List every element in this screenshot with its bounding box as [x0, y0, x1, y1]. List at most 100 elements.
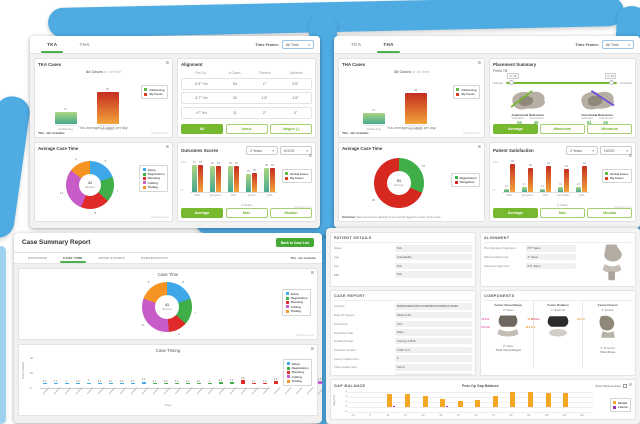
slider-handle-right[interactable]: [609, 80, 615, 85]
cases-subtitle: 84 Cases in all time: [85, 69, 122, 74]
chart-menu-icon[interactable]: ≡: [310, 270, 314, 276]
timing-bar: 0.1: [183, 380, 193, 395]
chart-menu-icon[interactable]: ≡: [628, 382, 632, 388]
form-field: Software Version CORI v1.0: [334, 346, 472, 354]
button-all[interactable]: All: [181, 124, 223, 134]
page-title: Case Summary Report: [22, 239, 91, 246]
case-report-section: CASE REPORT Case ID 8D90A54E6C2B17F3A9D8E…: [330, 290, 476, 376]
gap-balance-section: GAP BALANCE Post-Op Gap Balance Show Pla…: [330, 379, 636, 420]
placement-summary-card: Placement Summary Pelvic Tilt Anterior +…: [489, 58, 636, 138]
legend-item: Registration: [286, 366, 309, 370]
chart-menu-icon[interactable]: ≡: [477, 60, 481, 66]
button-maximum[interactable]: Maximum: [540, 124, 585, 134]
show-planned-gaps-checkbox[interactable]: [622, 383, 627, 388]
alignment-table: Pre-Op # Cases Planned Achieved 0-3° V/v 53 1°…: [181, 71, 312, 119]
form-field: Tibia Implant Size Size 6: [334, 364, 472, 371]
tab-case-time[interactable]: CASE TIME: [55, 253, 91, 263]
cases-subtitle: 38 Cases in all time: [393, 69, 430, 74]
tab-tha[interactable]: THA: [79, 42, 90, 47]
button-median[interactable]: Median: [587, 208, 633, 218]
swoosh-bottomleft: [0, 246, 6, 424]
case-time-card: Case Time ≡ 41 Minutes 8 7 5 13 8 Setup Registr…: [18, 268, 318, 340]
time-frame-select[interactable]: All Time ▾: [602, 40, 634, 49]
tab-overview[interactable]: OVERVIEW: [28, 256, 48, 260]
years-select[interactable]: 2 Years ▾: [566, 146, 598, 155]
chevron-down-icon: ▾: [592, 148, 594, 153]
satisfaction-legend: Global Cases My Cases: [601, 169, 632, 183]
slider-handle-left[interactable]: [509, 80, 515, 85]
tha-cases-card: THA Cases ≡ 38 Cases in all time 13 Globa…: [338, 58, 485, 138]
form-field: Sex N/A: [334, 262, 472, 270]
tka-header: TKA THA Time Frame: All Time ▾: [30, 36, 320, 54]
form-field: Pre-Operative Alignment 8.5° Varus: [484, 245, 576, 252]
timing-bar: 2.4: [227, 379, 237, 395]
years-select[interactable]: 2 Years ▾: [246, 146, 278, 155]
chart-menu-icon[interactable]: ≡: [165, 144, 169, 150]
gap-balance-chart: 6 4 2 0 -2 -10° 0° 10° 20° 30° 40° 50° 60° 70° 80° 90° 1…: [345, 390, 593, 417]
component-column: Femur Flexion 3° Flexion 3° Posterior Tibia…: [582, 301, 632, 369]
tab-tha[interactable]: THA: [372, 36, 404, 53]
button-varus[interactable]: Varus: [225, 124, 268, 134]
legend-item: Registration: [454, 176, 477, 180]
functional-reference: Functional Reference Inclination Antevers…: [563, 88, 633, 125]
chart-menu-icon[interactable]: ≡: [477, 144, 481, 150]
button-max[interactable]: Max: [540, 208, 585, 218]
slider-track[interactable]: +/- 10 +/- 10: [506, 73, 618, 85]
score-type-select[interactable]: HOOS ▾: [600, 146, 632, 155]
tab-tka[interactable]: TKA: [351, 42, 362, 47]
components-section: COMPONENTS Femur Varus/Valgus 0° Varus 10 …: [480, 290, 636, 376]
tka-tha-tabs: TKA THA: [340, 36, 405, 53]
case-time-donut: 41 Minutes 8 7 5 13 8: [141, 280, 196, 336]
timing-bar: 3.2: [139, 378, 149, 395]
legend-item: Lateral: [613, 405, 628, 409]
timing-bar: 0.1: [194, 380, 204, 395]
anatomical-reference: Anatomical Reference Inclination Antevers…: [493, 88, 563, 125]
satisfaction-buttons: Average Max Median: [493, 208, 633, 218]
back-to-case-list-button[interactable]: Back to Case List: [275, 238, 314, 247]
timing-bar: 0.5: [161, 380, 171, 395]
watermark: Highcharts.com: [150, 132, 169, 135]
button-minimum[interactable]: Minimum: [587, 124, 633, 134]
score-type-select[interactable]: KOOS ▾: [280, 146, 312, 155]
timing-bar: 1: [205, 380, 215, 395]
chart-menu-icon[interactable]: ≡: [310, 346, 314, 352]
timing-bar: 0.1: [172, 380, 182, 395]
chart-menu-icon[interactable]: ≡: [308, 153, 312, 159]
timing-bar: 0.5: [128, 380, 138, 395]
form-field: Date Of Surgery 2021-11-16: [334, 311, 472, 319]
legend-item: Planning: [286, 370, 309, 374]
table-row: 3-7° V/v 20 1.5° 3.5°: [181, 92, 312, 104]
tab-screenshots[interactable]: SCREENSHOTS: [141, 256, 168, 260]
watermark: Highcharts.com: [150, 216, 169, 219]
form-field: Implant Design Journey II BCS: [334, 337, 472, 345]
timing-bar: 1: [62, 380, 72, 395]
timing-bar: 4.8: [238, 377, 248, 395]
component-column: Femur Rotation 1° External 3.5 mm 10 mm: [531, 301, 585, 369]
cases-legend: Global Avg My Cases: [140, 85, 168, 99]
tab-tka[interactable]: TKA: [36, 36, 68, 53]
legend-item: Global Avg: [456, 88, 477, 92]
button-average[interactable]: Average: [181, 208, 223, 218]
case-report-panel: PATIENT DETAILS Name N/A Age Unavailable Sex…: [326, 228, 640, 424]
button-median[interactable]: Median: [270, 208, 312, 218]
time-frame-select[interactable]: All Time ▾: [282, 40, 314, 49]
pelvic-tilt-slider: Anterior +/- 10 +/- 10 Posterior: [493, 73, 632, 85]
tha-case-time-donut: 51 Minutes 16 35: [369, 153, 429, 213]
report-tabs: OVERVIEW CASE TIME PROM SCORES SCREENSHOTS …: [14, 253, 322, 264]
legend-item: Registration: [142, 172, 165, 176]
button-average[interactable]: Average: [493, 124, 538, 134]
legend-item: Global Cases: [605, 172, 629, 176]
chevron-down-icon: ▾: [272, 148, 274, 153]
chevron-down-icon: ▾: [628, 42, 630, 47]
chart-menu-icon[interactable]: ≡: [628, 153, 632, 159]
chart-menu-icon[interactable]: ≡: [165, 60, 169, 66]
tka-dashboard-panel: TKA THA Time Frame: All Time ▾ TKA Cases …: [30, 36, 320, 228]
alignment-filter-buttons: All Varus Valgus (-): [181, 124, 312, 134]
button-average[interactable]: Average: [493, 208, 538, 218]
case-time-legend: Setup Registration Planning Cutting Trialing: [139, 165, 168, 192]
button-valgus-[interactable]: Valgus (-): [270, 124, 312, 134]
legend-item: Trialing: [285, 309, 308, 313]
button-max[interactable]: Max: [225, 208, 268, 218]
satisfaction-chart: 100 0 12 100 Pain 17 86 Symptom 12 94 ADL 19 83 Sport…: [493, 158, 632, 202]
tab-prom-scores[interactable]: PROM SCORES: [98, 256, 126, 260]
